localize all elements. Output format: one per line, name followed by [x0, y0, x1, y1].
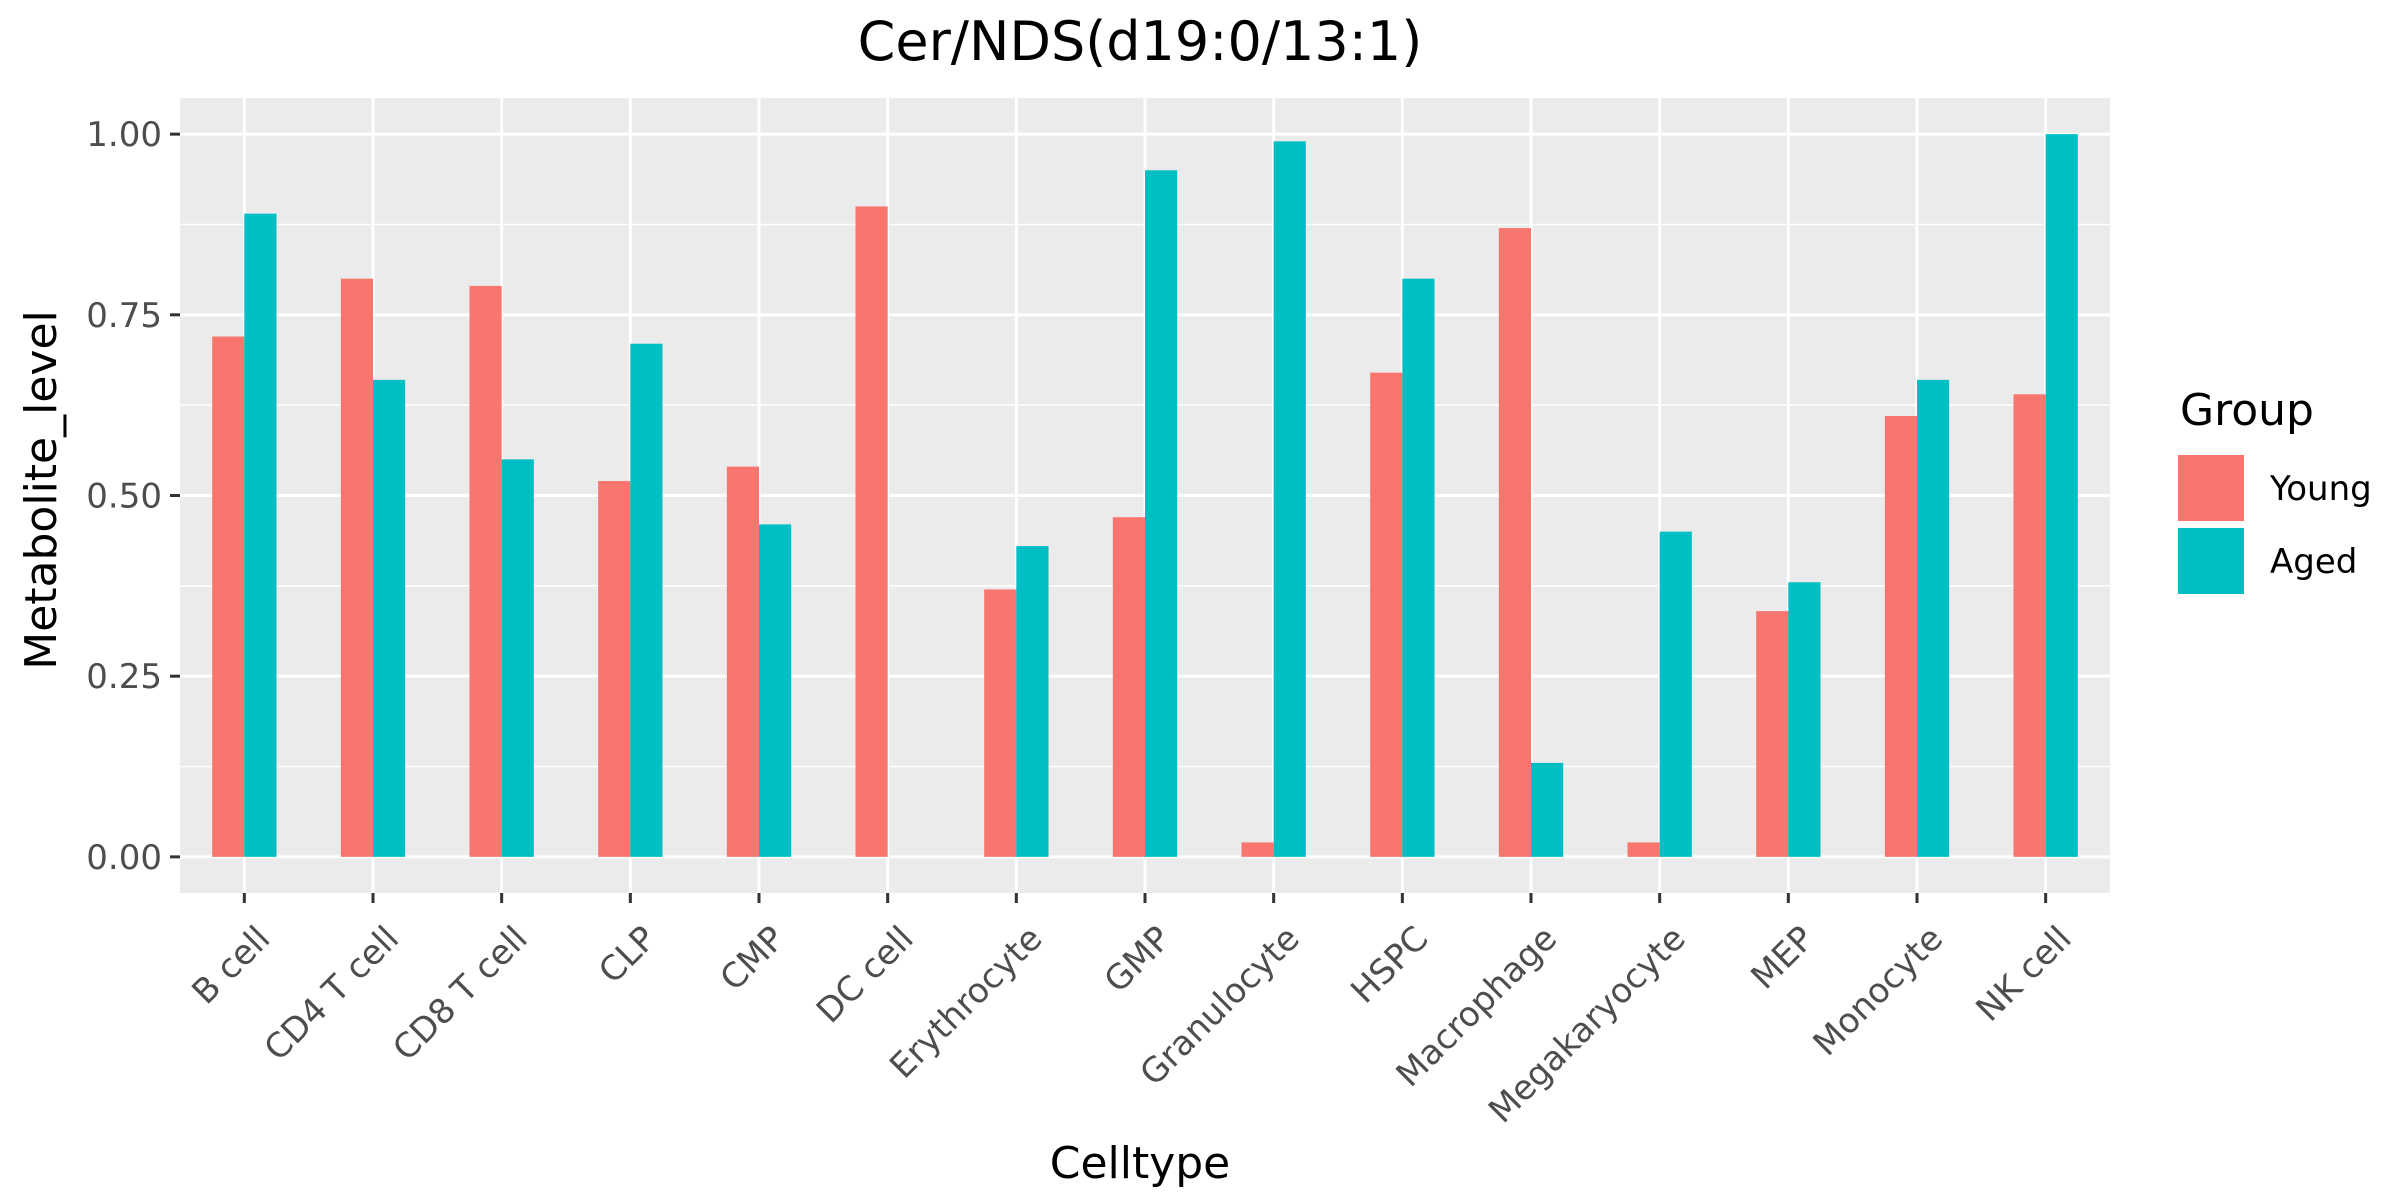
bar-young-b-cell: [212, 336, 245, 857]
bar-aged-macrophage: [1531, 762, 1564, 857]
bar-young-dc-cell: [855, 206, 888, 857]
bar-aged-cmp: [759, 524, 792, 857]
bar-young-cd8-t-cell: [469, 285, 502, 857]
y-tick-label: 0.25: [86, 657, 162, 697]
bar-aged-monocyte: [1917, 379, 1950, 857]
bars: [212, 134, 2078, 857]
bar-aged-cd4-t-cell: [373, 379, 406, 857]
legend-label-young: Young: [2269, 469, 2372, 509]
bar-young-hspc: [1370, 372, 1403, 857]
x-tick-label: Monocyte: [1806, 919, 1951, 1064]
bar-aged-granulocyte: [1273, 141, 1306, 857]
x-tick-label: CMP: [713, 919, 793, 999]
bar-aged-mep: [1788, 582, 1821, 857]
x-tick-label: DC cell: [809, 919, 922, 1032]
legend-title: Group: [2180, 385, 2314, 436]
bar-young-granulocyte: [1241, 842, 1274, 857]
x-tick-label: NK cell: [1969, 919, 2080, 1030]
legend: Group Young Aged: [2178, 385, 2372, 594]
x-tick-label: MEP: [1744, 919, 1823, 998]
bar-aged-erythrocyte: [1016, 546, 1049, 857]
bar-aged-hspc: [1402, 278, 1435, 857]
bar-aged-cd8-t-cell: [501, 459, 534, 857]
y-tick-label: 0.50: [86, 477, 162, 517]
x-axis-title: Celltype: [1050, 1138, 1231, 1189]
x-tick-label: CD8 T cell: [385, 919, 535, 1069]
bar-aged-clp: [630, 343, 663, 857]
bar-aged-nk-cell: [2045, 134, 2078, 857]
x-tick-label: HSPC: [1343, 919, 1436, 1012]
y-tick-label: 0.00: [86, 838, 162, 878]
bar-young-nk-cell: [2013, 394, 2046, 857]
bar-aged-gmp: [1145, 170, 1178, 857]
y-tick-label: 0.75: [86, 296, 162, 336]
bar-young-clp: [598, 481, 631, 857]
y-tick-label: 1.00: [86, 115, 162, 155]
legend-label-aged: Aged: [2270, 542, 2357, 582]
chart-title: Cer/NDS(d19:0/13:1): [858, 10, 1423, 73]
x-tick-label: GMP: [1097, 919, 1179, 1001]
bar-young-cmp: [726, 466, 759, 857]
x-tick-label: CD4 T cell: [257, 919, 407, 1069]
x-tick-label: B cell: [184, 919, 278, 1013]
bar-young-megakaryocyte: [1627, 842, 1660, 857]
y-axis-title: Metabolite_level: [16, 310, 67, 670]
bar-young-gmp: [1112, 517, 1145, 857]
legend-key-aged: [2178, 528, 2244, 594]
bar-aged-megakaryocyte: [1659, 531, 1692, 857]
x-tick-label: CLP: [591, 919, 664, 992]
bar-young-erythrocyte: [984, 589, 1017, 857]
bar-young-monocyte: [1884, 416, 1917, 857]
legend-key-young: [2178, 455, 2244, 521]
bar-young-mep: [1756, 611, 1789, 857]
bar-young-macrophage: [1498, 228, 1531, 857]
y-axis: 0.00 0.25 0.50 0.75 1.00: [86, 115, 180, 878]
bar-young-cd4-t-cell: [340, 278, 373, 857]
bar-aged-b-cell: [244, 213, 277, 857]
